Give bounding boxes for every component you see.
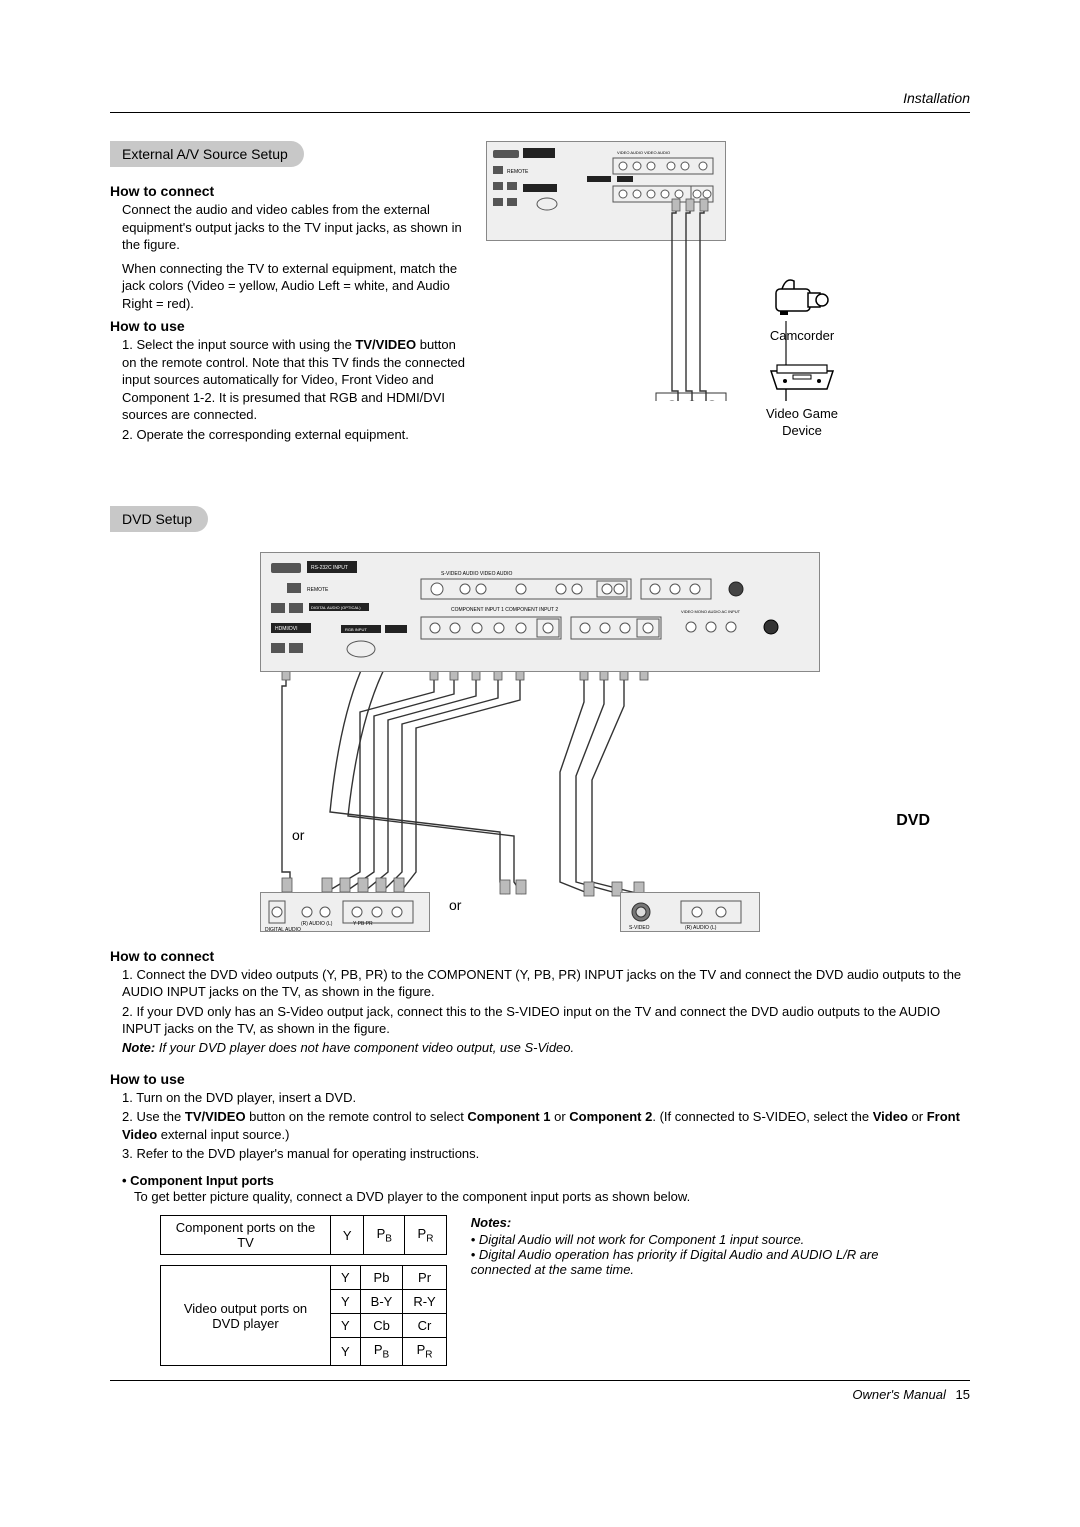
av-use-head: How to use [110, 318, 470, 334]
t: Video [873, 1109, 908, 1124]
camcorder-icon [772, 271, 832, 321]
svg-text:(R) AUDIO (L): (R) AUDIO (L) [685, 925, 717, 931]
t: or [550, 1109, 569, 1124]
pill-dvd: DVD Setup [110, 506, 208, 532]
or-label-2: or [445, 897, 465, 913]
rule-top [110, 112, 970, 113]
dvd-use-1: 1. Turn on the DVD player, insert a DVD. [122, 1089, 970, 1107]
c: Y [331, 1266, 361, 1290]
t: . (If connected to S-VIDEO, select the [652, 1109, 872, 1124]
t: Component 2 [569, 1109, 652, 1124]
c: B-Y [360, 1290, 403, 1314]
c: PR [405, 1216, 447, 1255]
svg-text:DIGITAL AUDIO (OPTICAL): DIGITAL AUDIO (OPTICAL) [311, 605, 361, 610]
svg-text:(R) AUDIO (L): (R) AUDIO (L) [301, 921, 333, 927]
notes-title: Notes: [471, 1215, 891, 1230]
c: Y [331, 1290, 361, 1314]
dvd-label: DVD [896, 812, 930, 830]
svg-text:HDMI/DVI: HDMI/DVI [275, 626, 298, 632]
c: Cr [403, 1314, 446, 1338]
c: Pb [360, 1266, 403, 1290]
c: Y [331, 1216, 364, 1255]
dvd-use-2: 2. Use the TV/VIDEO button on the remote… [122, 1108, 970, 1143]
av-use-1-pre: 1. Select the input source with using th… [122, 337, 355, 352]
notes-1: • Digital Audio will not work for Compon… [471, 1232, 891, 1247]
game-label-2: Device [766, 423, 838, 438]
svg-text:VIDEO MONO AUDIO AC INPUT: VIDEO MONO AUDIO AC INPUT [681, 609, 741, 614]
t1-head: Component ports on the TV [161, 1216, 331, 1255]
av-use-1-bold: TV/VIDEO [355, 337, 416, 352]
table-dvd-ports: Video output ports on DVD player Y Pb Pr… [160, 1265, 447, 1366]
dvd-note-body: If your DVD player does not have compone… [155, 1040, 574, 1055]
pill-av: External A/V Source Setup [110, 141, 304, 167]
dvd-diagram: RS-232C INPUT REMOTE DIGITAL AUDIO (OPTI… [260, 552, 820, 932]
notes-block: Notes: • Digital Audio will not work for… [471, 1215, 891, 1366]
svg-text:REMOTE: REMOTE [307, 587, 329, 593]
t: or [908, 1109, 927, 1124]
cip-body: To get better picture quality, connect a… [134, 1188, 970, 1206]
svg-text:Y PB PR: Y PB PR [353, 921, 373, 927]
dvd-connect-head: How to connect [110, 948, 970, 964]
rule-bottom [110, 1380, 970, 1381]
av-connect-p1: Connect the audio and video cables from … [122, 201, 470, 254]
tv-back-panel-wide: RS-232C INPUT REMOTE DIGITAL AUDIO (OPTI… [260, 552, 820, 672]
game-icon [767, 359, 837, 399]
table-tv-ports: Component ports on the TV Y PB PR [160, 1215, 447, 1255]
av-connect-head: How to connect [110, 183, 470, 199]
svg-text:COMPONENT INPUT 1 COMPO: COMPONENT INPUT 1 COMPONENT INPUT 2 [451, 607, 558, 613]
footer-label: Owner's Manual [852, 1387, 946, 1402]
t: button on the remote control to select [246, 1109, 468, 1124]
c: PB [364, 1216, 405, 1255]
c: PR [403, 1338, 446, 1366]
t: Component 1 [467, 1109, 550, 1124]
t: TV/VIDEO [185, 1109, 246, 1124]
svg-text:S-VIDEO: S-VIDEO [629, 925, 650, 931]
c: Y [331, 1314, 361, 1338]
dvd-connect-1: 1. Connect the DVD video outputs (Y, PB,… [122, 966, 970, 1001]
header-section: Installation [110, 90, 970, 106]
cip-head: • Component Input ports [122, 1173, 970, 1188]
game-label-1: Video Game [766, 406, 838, 421]
t2-head: Video output ports on DVD player [161, 1266, 331, 1366]
dvd-use-3: 3. Refer to the DVD player's manual for … [122, 1145, 970, 1163]
svg-text:DIGITAL AUDIO: DIGITAL AUDIO [265, 927, 301, 933]
or-label-1: or [288, 827, 308, 843]
dvd-use-head: How to use [110, 1071, 970, 1087]
t: external input source.) [157, 1127, 289, 1142]
c: PB [360, 1338, 403, 1366]
dvd-back-right: S-VIDEO (R) AUDIO (L) [620, 892, 760, 932]
av-use-2: 2. Operate the corresponding external eq… [122, 426, 470, 444]
notes-2: • Digital Audio operation has priority i… [471, 1247, 891, 1277]
t: 2. Use the [122, 1109, 185, 1124]
footer: Owner's Manual 15 [110, 1387, 970, 1402]
camcorder-label: Camcorder [766, 328, 838, 343]
dvd-connect-2: 2. If your DVD only has an S-Video outpu… [122, 1003, 970, 1038]
av-diagram: REMOTE VIDEO AUDIO VIDEO AUDIO [486, 141, 970, 542]
c: Y [331, 1338, 361, 1366]
footer-page: 15 [956, 1387, 970, 1402]
dvd-note-pre: Note: [122, 1040, 155, 1055]
c: Cb [360, 1314, 403, 1338]
c: R-Y [403, 1290, 446, 1314]
dvd-back-left: DIGITAL AUDIO (R) AUDIO (L) Y PB PR [260, 892, 430, 932]
svg-text:RGB INPUT: RGB INPUT [345, 627, 367, 632]
av-connect-p2: When connecting the TV to external equip… [122, 260, 470, 313]
dvd-note: Note: If your DVD player does not have c… [122, 1040, 970, 1055]
svg-text:RS-232C INPUT: RS-232C INPUT [311, 565, 348, 571]
svg-text:S-VIDEO AUDIO VIDEO AUD: S-VIDEO AUDIO VIDEO AUDIO [441, 571, 513, 577]
c: Pr [403, 1266, 446, 1290]
av-use-1: 1. Select the input source with using th… [122, 336, 470, 424]
